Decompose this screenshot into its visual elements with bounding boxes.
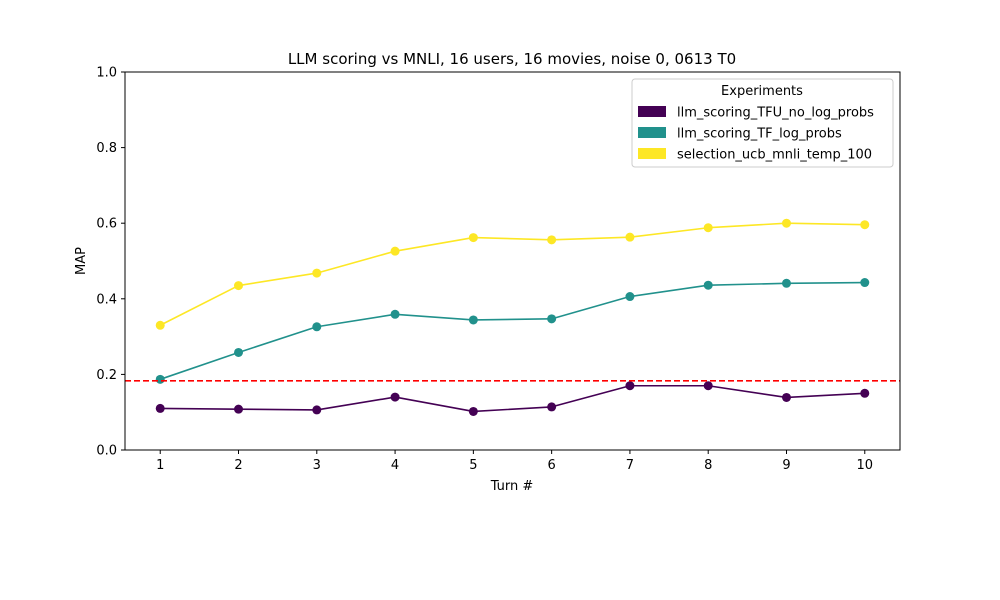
data-point — [155, 320, 165, 330]
y-tick-label: 0.8 — [96, 141, 117, 156]
series-selection_ucb_mnli_temp_100 — [155, 218, 870, 330]
data-point — [703, 381, 713, 391]
data-point — [155, 374, 165, 384]
y-axis: 0.0 0.2 0.4 0.6 0.8 1.0 — [96, 66, 125, 459]
data-point — [390, 309, 400, 319]
series-llm_scoring_TF_log_probs — [155, 278, 870, 384]
series-line — [160, 384, 865, 413]
data-point — [468, 233, 478, 243]
x-tick-label: 7 — [626, 458, 634, 473]
legend-items: llm_scoring_TFU_no_log_probs llm_scoring_… — [638, 106, 874, 163]
data-point — [547, 402, 557, 412]
x-tick-label: 3 — [313, 458, 321, 473]
axes-frame — [124, 71, 901, 451]
data-point — [703, 280, 713, 290]
data-point — [625, 232, 635, 242]
legend-item: llm_scoring_TFU_no_log_probs — [638, 106, 874, 121]
chart-title: LLM scoring vs MNLI, 16 users, 16 movies… — [288, 50, 736, 68]
data-point — [860, 278, 870, 288]
plot-area — [125, 218, 900, 416]
data-point — [390, 392, 400, 402]
legend-swatch — [638, 106, 666, 117]
data-point — [625, 381, 635, 391]
x-tick-label: 5 — [469, 458, 477, 473]
data-point — [234, 404, 244, 414]
data-point — [155, 403, 165, 413]
data-point — [781, 218, 791, 228]
data-point — [468, 406, 478, 416]
data-point — [390, 246, 400, 256]
data-point — [781, 392, 791, 402]
data-point — [234, 281, 244, 291]
x-tick-label: 4 — [391, 458, 399, 473]
x-tick-label: 8 — [704, 458, 712, 473]
legend-label: llm_scoring_TFU_no_log_probs — [677, 106, 874, 121]
data-point — [703, 223, 713, 233]
legend-label: llm_scoring_TF_log_probs — [677, 127, 842, 142]
x-axis-label: Turn # — [490, 479, 534, 494]
data-point — [234, 347, 244, 357]
y-tick-label: 0.6 — [96, 217, 117, 232]
data-point — [860, 388, 870, 398]
legend-swatch — [638, 127, 666, 138]
legend-item: selection_ucb_mnli_temp_100 — [638, 148, 872, 163]
x-axis: 1 2 3 4 5 6 7 8 9 10 — [156, 450, 873, 473]
data-point — [860, 220, 870, 230]
y-tick-label: 0.4 — [96, 292, 117, 307]
y-tick-label: 0.2 — [96, 368, 117, 383]
data-point — [468, 315, 478, 325]
legend-label: selection_ucb_mnli_temp_100 — [677, 148, 872, 163]
y-axis-label: MAP — [74, 247, 89, 275]
data-point — [312, 322, 322, 332]
series-line — [159, 281, 865, 381]
legend-title: Experiments — [721, 84, 803, 99]
y-tick-label: 0.0 — [96, 444, 117, 459]
x-tick-label: 9 — [782, 458, 790, 473]
series-llm_scoring_TFU_no_log_probs — [155, 381, 870, 416]
x-tick-label: 1 — [156, 458, 164, 473]
x-tick-label: 10 — [856, 458, 873, 473]
data-point — [547, 314, 557, 324]
y-tick-label: 1.0 — [96, 66, 117, 81]
legend-swatch — [638, 148, 666, 159]
data-point — [312, 405, 322, 415]
legend-item: llm_scoring_TF_log_probs — [638, 127, 842, 142]
x-tick-label: 6 — [548, 458, 556, 473]
series-line — [159, 222, 865, 326]
x-tick-label: 2 — [234, 458, 242, 473]
data-point — [625, 292, 635, 302]
legend-frame — [631, 78, 894, 168]
legend: Experiments llm_scoring_TFU_no_log_probs… — [631, 78, 894, 168]
data-point — [547, 235, 557, 245]
data-point — [312, 268, 322, 278]
data-point — [781, 278, 791, 288]
